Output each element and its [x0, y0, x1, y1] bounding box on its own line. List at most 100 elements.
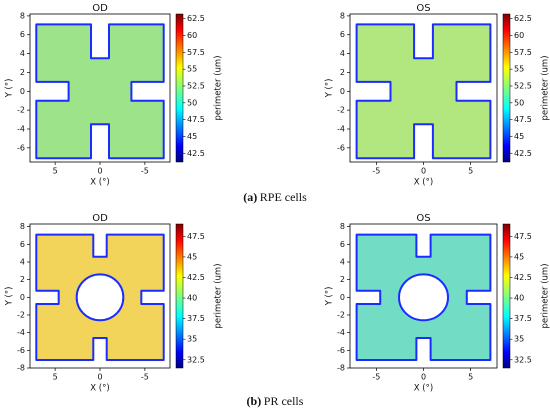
colorbar-tick-label: 62.5	[514, 14, 532, 23]
caption-b: (b) PR cells	[247, 394, 304, 408]
colorbar-tick-label: 50	[187, 98, 197, 107]
x-axis-label: X (°)	[414, 384, 433, 394]
x-tick-label: -5	[141, 167, 149, 176]
y-tick-label: -4	[337, 125, 345, 134]
y-tick-label: 0	[340, 87, 345, 96]
colorbar	[502, 13, 511, 163]
y-tick-label: 4	[20, 49, 25, 58]
colorbar-tick-label: 47.5	[187, 115, 205, 124]
y-tick-label: 6	[340, 30, 345, 39]
y-tick-label: 0	[340, 293, 345, 302]
y-tick-label: 6	[20, 30, 25, 39]
colorbar-tick-label: 47.5	[514, 115, 532, 124]
colorbar-tick-label: 52.5	[514, 81, 532, 90]
caption-label: (a)	[243, 190, 257, 204]
y-tick-label: 2	[20, 68, 25, 77]
x-axis-label: X (°)	[90, 384, 109, 394]
y-tick-label: -6	[337, 346, 345, 355]
colorbar	[502, 223, 511, 369]
x-tick-label: -5	[372, 373, 380, 382]
colorbar-tick-label: 37.5	[514, 314, 532, 323]
x-tick-label: 5	[468, 373, 473, 382]
panel-title: OS	[416, 213, 430, 224]
hole	[75, 273, 125, 322]
x-tick-label: 0	[421, 167, 426, 176]
y-tick-label: 0	[20, 87, 25, 96]
caption-a: (a) RPE cells	[243, 190, 307, 204]
hole	[398, 273, 449, 322]
y-tick-label: 6	[340, 240, 345, 249]
colorbar-tick-label: 47.5	[187, 232, 205, 241]
y-tick-label: 8	[20, 222, 25, 231]
colorbar-tick-label: 45	[514, 252, 524, 261]
colorbar-label: perimeter (um)	[214, 55, 224, 120]
colorbar	[175, 13, 184, 163]
panel: -5 0 5 8 6 4 2 0 -2 -4 -6 OS X (°) Y (°) 42.5 45 47.5 50 5…	[325, 3, 550, 188]
x-tick-label: -5	[372, 167, 380, 176]
y-tick-label: -6	[17, 346, 25, 355]
y-axis-label: Y (°)	[5, 79, 15, 99]
y-tick-label: -2	[337, 106, 345, 115]
colorbar-tick-label: 52.5	[187, 81, 205, 90]
caption-text: PR cells	[264, 394, 304, 408]
colorbar-tick-label: 37.5	[187, 314, 205, 323]
y-tick-label: 2	[20, 275, 25, 284]
colorbar-tick-label: 55	[514, 65, 524, 74]
colorbar-tick-label: 45	[187, 132, 197, 141]
colorbar-tick-label: 35	[187, 335, 197, 344]
colorbar-tick-label: 50	[514, 98, 524, 107]
caption-label: (b)	[247, 394, 262, 408]
colorbar-tick-label: 42.5	[514, 273, 532, 282]
colorbar-label: perimeter (um)	[541, 55, 550, 120]
x-tick-label: 0	[97, 167, 102, 176]
colorbar-tick-label: 62.5	[187, 14, 205, 23]
panel: 5 0 -5 8 6 4 2 0 -2 -4 -6 -8 OD X (°) Y (°) 32.5 35 37.5 4…	[5, 213, 224, 394]
y-tick-label: -2	[17, 106, 25, 115]
x-tick-label: 0	[421, 373, 426, 382]
y-tick-label: -6	[17, 143, 25, 152]
y-tick-label: -8	[17, 364, 25, 373]
panel-title: OD	[92, 213, 108, 224]
y-tick-label: 2	[340, 275, 345, 284]
colorbar-tick-label: 57.5	[187, 48, 205, 57]
colorbar-tick-label: 40	[187, 294, 197, 303]
colorbar-tick-label: 60	[514, 31, 524, 40]
colorbar-tick-label: 60	[187, 31, 197, 40]
caption-text: RPE cells	[260, 190, 307, 204]
x-tick-label: 5	[53, 167, 58, 176]
y-tick-label: -4	[17, 125, 25, 134]
y-tick-label: 8	[340, 222, 345, 231]
panel-title: OD	[92, 3, 108, 14]
colorbar-tick-label: 35	[514, 335, 524, 344]
colorbar-tick-label: 57.5	[514, 48, 532, 57]
y-tick-label: -2	[337, 310, 345, 319]
y-tick-label: 4	[20, 257, 25, 266]
x-tick-label: 5	[53, 373, 58, 382]
y-tick-label: 6	[20, 240, 25, 249]
y-tick-label: 0	[20, 293, 25, 302]
colorbar-tick-label: 32.5	[187, 355, 205, 364]
x-axis-label: X (°)	[414, 178, 433, 188]
colorbar-tick-label: 45	[187, 252, 197, 261]
y-axis-label: Y (°)	[5, 287, 15, 307]
x-axis-label: X (°)	[90, 178, 109, 188]
y-tick-label: 4	[340, 49, 345, 58]
colorbar-tick-label: 42.5	[187, 149, 205, 158]
y-tick-label: -2	[17, 310, 25, 319]
y-tick-label: -6	[337, 143, 345, 152]
y-tick-label: 2	[340, 68, 345, 77]
colorbar-label: perimeter (um)	[214, 263, 224, 328]
y-tick-label: -8	[337, 364, 345, 373]
y-tick-label: -4	[337, 328, 345, 337]
x-tick-label: 5	[468, 167, 473, 176]
y-axis-label: Y (°)	[325, 287, 335, 307]
panel-title: OS	[416, 3, 430, 14]
colorbar-label: perimeter (um)	[541, 263, 550, 328]
panel: -5 0 5 8 6 4 2 0 -2 -4 -6 -8 OS X (°) Y (°) 32.5 35 37.5 4…	[325, 213, 550, 394]
colorbar-tick-label: 32.5	[514, 355, 532, 364]
y-axis-label: Y (°)	[325, 79, 335, 99]
colorbar-tick-label: 42.5	[514, 149, 532, 158]
colorbar-tick-label: 55	[187, 65, 197, 74]
